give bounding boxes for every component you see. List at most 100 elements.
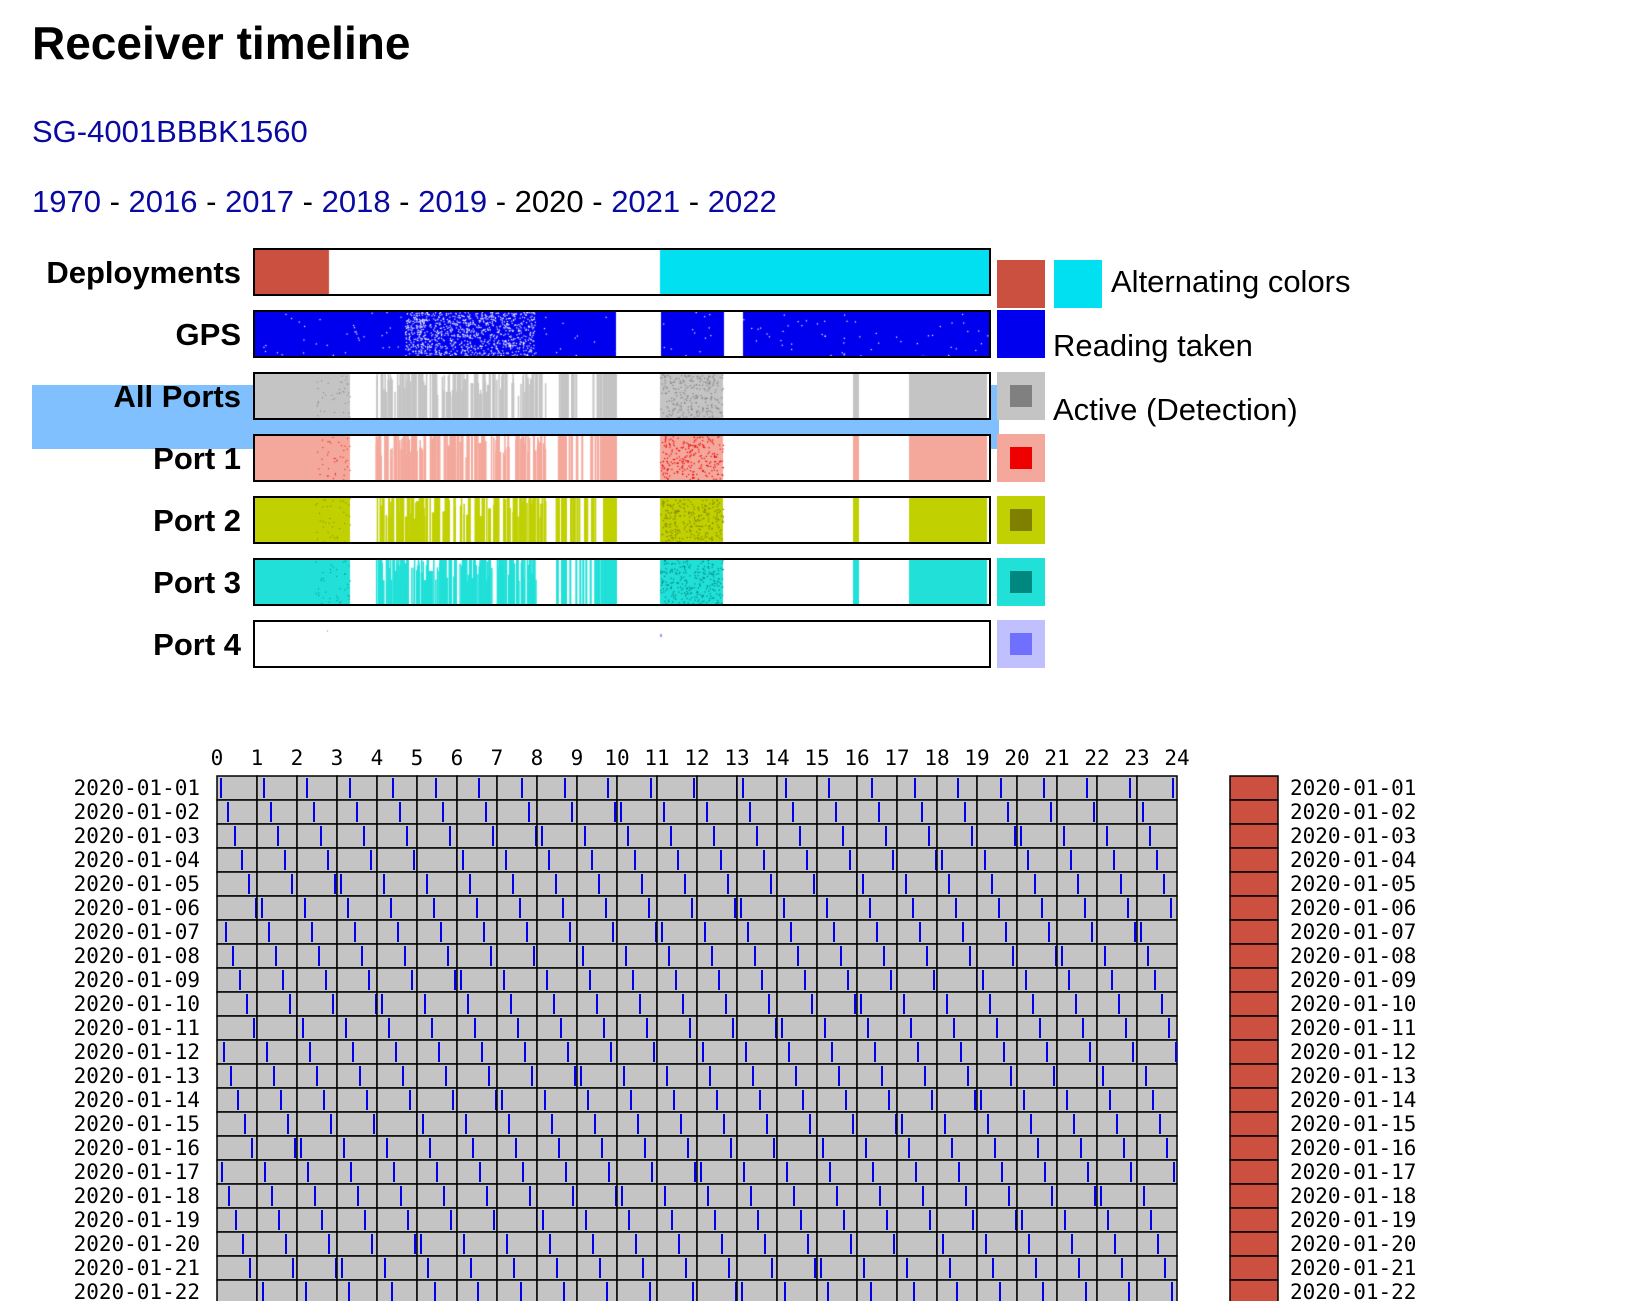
- hour-cell[interactable]: [1056, 1135, 1098, 1161]
- hour-cell[interactable]: [336, 1159, 378, 1185]
- hour-cell[interactable]: [536, 991, 578, 1017]
- hour-cell[interactable]: [336, 871, 378, 897]
- hour-cell[interactable]: [696, 871, 738, 897]
- hour-cell[interactable]: [576, 799, 618, 825]
- hour-cell[interactable]: [856, 1279, 898, 1305]
- hour-cell[interactable]: [936, 871, 978, 897]
- hour-cell[interactable]: [856, 1087, 898, 1113]
- hour-cell[interactable]: [776, 1087, 818, 1113]
- hour-cell[interactable]: [536, 775, 578, 801]
- hour-cell[interactable]: [1136, 1255, 1178, 1281]
- hour-cell[interactable]: [616, 991, 658, 1017]
- hour-cell[interactable]: [336, 895, 378, 921]
- hour-cell[interactable]: [296, 943, 338, 969]
- hour-cell[interactable]: [816, 1159, 858, 1185]
- hour-cell[interactable]: [496, 871, 538, 897]
- hour-cell[interactable]: [896, 1135, 938, 1161]
- hour-cell[interactable]: [976, 1279, 1018, 1305]
- timeline-bar-deployments[interactable]: [253, 248, 991, 296]
- hour-cell[interactable]: [336, 1039, 378, 1065]
- hour-cell[interactable]: [1096, 943, 1138, 969]
- hour-cell[interactable]: [456, 919, 498, 945]
- hour-cell[interactable]: [1016, 919, 1058, 945]
- hour-cell[interactable]: [416, 919, 458, 945]
- hour-cell[interactable]: [256, 1231, 298, 1257]
- hour-cell[interactable]: [816, 1015, 858, 1041]
- hour-cell[interactable]: [816, 775, 858, 801]
- hour-cell[interactable]: [776, 919, 818, 945]
- hour-cell[interactable]: [896, 943, 938, 969]
- hour-cell[interactable]: [816, 1255, 858, 1281]
- hour-cell[interactable]: [976, 1135, 1018, 1161]
- hour-cell[interactable]: [976, 895, 1018, 921]
- hour-cell[interactable]: [656, 1279, 698, 1305]
- hour-cell[interactable]: [776, 1279, 818, 1305]
- hour-cell[interactable]: [376, 1063, 418, 1089]
- hour-cell[interactable]: [376, 1111, 418, 1137]
- hour-cell[interactable]: [416, 1183, 458, 1209]
- hour-cell[interactable]: [776, 775, 818, 801]
- hour-cell[interactable]: [656, 943, 698, 969]
- hour-cell[interactable]: [976, 871, 1018, 897]
- hour-cell[interactable]: [696, 1111, 738, 1137]
- hour-cell[interactable]: [896, 919, 938, 945]
- hour-cell[interactable]: [376, 1135, 418, 1161]
- deployment-cell[interactable]: [1229, 1039, 1279, 1065]
- hour-cell[interactable]: [216, 1063, 258, 1089]
- hour-cell[interactable]: [616, 1039, 658, 1065]
- hour-cell[interactable]: [856, 775, 898, 801]
- hour-cell[interactable]: [416, 799, 458, 825]
- hour-cell[interactable]: [776, 1159, 818, 1185]
- hour-cell[interactable]: [496, 895, 538, 921]
- hour-cell[interactable]: [336, 1087, 378, 1113]
- hour-cell[interactable]: [376, 1255, 418, 1281]
- hour-cell[interactable]: [776, 1207, 818, 1233]
- hour-cell[interactable]: [856, 1039, 898, 1065]
- hour-cell[interactable]: [1096, 991, 1138, 1017]
- hour-cell[interactable]: [416, 1063, 458, 1089]
- hour-cell[interactable]: [576, 1087, 618, 1113]
- hour-cell[interactable]: [296, 1207, 338, 1233]
- hour-cell[interactable]: [216, 943, 258, 969]
- year-link-2021[interactable]: 2021: [611, 184, 681, 219]
- hour-cell[interactable]: [536, 1063, 578, 1089]
- hour-cell[interactable]: [496, 823, 538, 849]
- hour-cell[interactable]: [856, 943, 898, 969]
- hour-cell[interactable]: [936, 1015, 978, 1041]
- hour-cell[interactable]: [616, 1135, 658, 1161]
- hour-cell[interactable]: [296, 1255, 338, 1281]
- hour-cell[interactable]: [1136, 967, 1178, 993]
- hour-cell[interactable]: [296, 847, 338, 873]
- hour-cell[interactable]: [256, 847, 298, 873]
- hour-cell[interactable]: [696, 895, 738, 921]
- hour-cell[interactable]: [576, 967, 618, 993]
- hour-cell[interactable]: [696, 1279, 738, 1305]
- hour-cell[interactable]: [936, 1183, 978, 1209]
- hour-cell[interactable]: [776, 871, 818, 897]
- hour-cell[interactable]: [296, 895, 338, 921]
- hour-cell[interactable]: [336, 1279, 378, 1305]
- hour-cell[interactable]: [456, 1207, 498, 1233]
- hour-cell[interactable]: [376, 1207, 418, 1233]
- hour-cell[interactable]: [616, 871, 658, 897]
- hour-cell[interactable]: [1056, 1279, 1098, 1305]
- hour-cell[interactable]: [736, 943, 778, 969]
- hour-cell[interactable]: [816, 1279, 858, 1305]
- deployment-cell[interactable]: [1229, 1135, 1279, 1161]
- hour-cell[interactable]: [416, 847, 458, 873]
- hour-cell[interactable]: [536, 1135, 578, 1161]
- hour-cell[interactable]: [856, 991, 898, 1017]
- hour-cell[interactable]: [1016, 943, 1058, 969]
- hour-cell[interactable]: [1136, 775, 1178, 801]
- hour-cell[interactable]: [616, 1159, 658, 1185]
- hour-cell[interactable]: [736, 1135, 778, 1161]
- hour-cell[interactable]: [736, 991, 778, 1017]
- hour-cell[interactable]: [696, 919, 738, 945]
- hour-cell[interactable]: [216, 1135, 258, 1161]
- hour-cell[interactable]: [416, 1231, 458, 1257]
- hour-cell[interactable]: [1096, 1135, 1138, 1161]
- hour-cell[interactable]: [1096, 1087, 1138, 1113]
- hour-cell[interactable]: [376, 1279, 418, 1305]
- hour-cell[interactable]: [616, 823, 658, 849]
- hour-cell[interactable]: [216, 799, 258, 825]
